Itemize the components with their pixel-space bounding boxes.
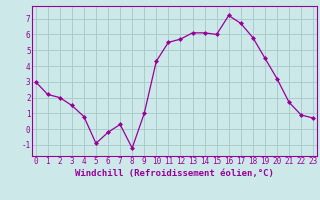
X-axis label: Windchill (Refroidissement éolien,°C): Windchill (Refroidissement éolien,°C) bbox=[75, 169, 274, 178]
